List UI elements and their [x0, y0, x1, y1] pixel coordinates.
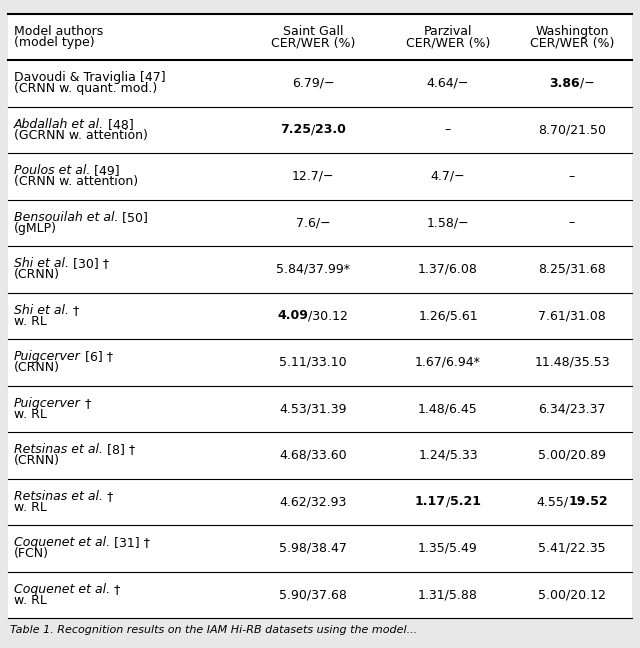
Text: [49]: [49] — [90, 164, 120, 178]
Text: 1.35/5.49: 1.35/5.49 — [418, 542, 478, 555]
Text: 1.37/6.08: 1.37/6.08 — [418, 262, 478, 276]
Text: w. RL: w. RL — [14, 501, 47, 514]
Text: Retsinas et al.: Retsinas et al. — [14, 490, 103, 503]
Text: 6.34/23.37: 6.34/23.37 — [538, 402, 605, 415]
Text: [50]: [50] — [118, 211, 148, 224]
Text: 3.86: 3.86 — [549, 76, 580, 90]
Text: /: / — [311, 123, 315, 136]
Text: 8.25/31.68: 8.25/31.68 — [538, 262, 606, 276]
Text: Poulos et al.: Poulos et al. — [14, 164, 90, 178]
Text: 1.24/5.33: 1.24/5.33 — [418, 449, 478, 462]
Text: 19.52: 19.52 — [568, 495, 608, 508]
Text: Davoudi & Traviglia [47]: Davoudi & Traviglia [47] — [14, 71, 166, 84]
Text: (gMLP): (gMLP) — [14, 222, 57, 235]
Text: 1.26/5.61: 1.26/5.61 — [418, 309, 478, 322]
Text: –: – — [569, 170, 575, 183]
Text: –: – — [569, 216, 575, 229]
Text: /: / — [446, 495, 450, 508]
Text: Parzival: Parzival — [424, 25, 472, 38]
Text: 5.00/20.89: 5.00/20.89 — [538, 449, 606, 462]
Text: 6.79/−: 6.79/− — [292, 76, 334, 90]
Text: 5.41/22.35: 5.41/22.35 — [538, 542, 606, 555]
Text: w. RL: w. RL — [14, 594, 47, 607]
Text: 5.21: 5.21 — [450, 495, 481, 508]
Text: †: † — [81, 397, 91, 410]
Text: –: – — [445, 123, 451, 136]
Text: Abdallah et al.: Abdallah et al. — [14, 118, 104, 131]
Text: Coquenet et al.: Coquenet et al. — [14, 583, 110, 596]
Text: [6] †: [6] † — [81, 351, 113, 364]
Text: /30.12: /30.12 — [308, 309, 348, 322]
Text: CER/WER (%): CER/WER (%) — [530, 36, 614, 49]
Text: 1.17: 1.17 — [415, 495, 446, 508]
Text: 5.84/37.99*: 5.84/37.99* — [276, 262, 350, 276]
Text: 4.62/32.93: 4.62/32.93 — [279, 495, 347, 508]
Text: Saint Gall: Saint Gall — [283, 25, 343, 38]
Text: Table 1. Recognition results on the IAM Hi-RB datasets using the model...: Table 1. Recognition results on the IAM … — [10, 625, 417, 635]
Text: †: † — [69, 304, 79, 317]
Text: 8.70/21.50: 8.70/21.50 — [538, 123, 606, 136]
Text: 1.31/5.88: 1.31/5.88 — [418, 588, 478, 601]
Text: (CRNN w. quant. mod.): (CRNN w. quant. mod.) — [14, 82, 157, 95]
Text: 7.61/31.08: 7.61/31.08 — [538, 309, 606, 322]
Text: 5.00/20.12: 5.00/20.12 — [538, 588, 606, 601]
Text: /−: /− — [580, 76, 595, 90]
Text: Shi et al.: Shi et al. — [14, 304, 69, 317]
Text: 7.6/−: 7.6/− — [296, 216, 330, 229]
Text: (CRNN): (CRNN) — [14, 268, 60, 281]
Text: [30] †: [30] † — [69, 257, 109, 270]
Text: Washington: Washington — [535, 25, 609, 38]
Text: Bensouilah et al.: Bensouilah et al. — [14, 211, 118, 224]
Text: (GCRNN w. attention): (GCRNN w. attention) — [14, 129, 148, 142]
Text: 1.67/6.94*: 1.67/6.94* — [415, 356, 481, 369]
Text: 4.55/: 4.55/ — [536, 495, 568, 508]
Text: w. RL: w. RL — [14, 408, 47, 421]
Text: †: † — [110, 583, 120, 596]
Text: 5.98/38.47: 5.98/38.47 — [279, 542, 347, 555]
Text: (model type): (model type) — [14, 36, 95, 49]
Text: CER/WER (%): CER/WER (%) — [271, 36, 355, 49]
Text: (CRNN w. attention): (CRNN w. attention) — [14, 175, 138, 189]
Text: Shi et al.: Shi et al. — [14, 257, 69, 270]
Text: 4.7/−: 4.7/− — [431, 170, 465, 183]
Text: [48]: [48] — [104, 118, 134, 131]
Text: †: † — [103, 490, 113, 503]
Text: 5.90/37.68: 5.90/37.68 — [279, 588, 347, 601]
Text: Puigcerver: Puigcerver — [14, 351, 81, 364]
Text: 7.25: 7.25 — [280, 123, 311, 136]
Text: 4.09: 4.09 — [278, 309, 308, 322]
Text: (FCN): (FCN) — [14, 548, 49, 561]
Text: 4.64/−: 4.64/− — [427, 76, 469, 90]
Text: [31] †: [31] † — [110, 537, 150, 550]
Text: 11.48/35.53: 11.48/35.53 — [534, 356, 610, 369]
Text: 1.48/6.45: 1.48/6.45 — [418, 402, 478, 415]
Text: 1.58/−: 1.58/− — [427, 216, 469, 229]
Text: 12.7/−: 12.7/− — [292, 170, 334, 183]
Text: CER/WER (%): CER/WER (%) — [406, 36, 490, 49]
Text: 4.68/33.60: 4.68/33.60 — [279, 449, 347, 462]
Text: [8] †: [8] † — [103, 443, 135, 456]
Text: Puigcerver: Puigcerver — [14, 397, 81, 410]
Text: 4.53/31.39: 4.53/31.39 — [279, 402, 347, 415]
Text: w. RL: w. RL — [14, 315, 47, 328]
Text: Retsinas et al.: Retsinas et al. — [14, 443, 103, 456]
Text: Coquenet et al.: Coquenet et al. — [14, 537, 110, 550]
Text: 23.0: 23.0 — [315, 123, 346, 136]
Text: 5.11/33.10: 5.11/33.10 — [279, 356, 347, 369]
Text: (CRNN): (CRNN) — [14, 361, 60, 375]
Text: (CRNN): (CRNN) — [14, 454, 60, 467]
Text: Model authors: Model authors — [14, 25, 103, 38]
